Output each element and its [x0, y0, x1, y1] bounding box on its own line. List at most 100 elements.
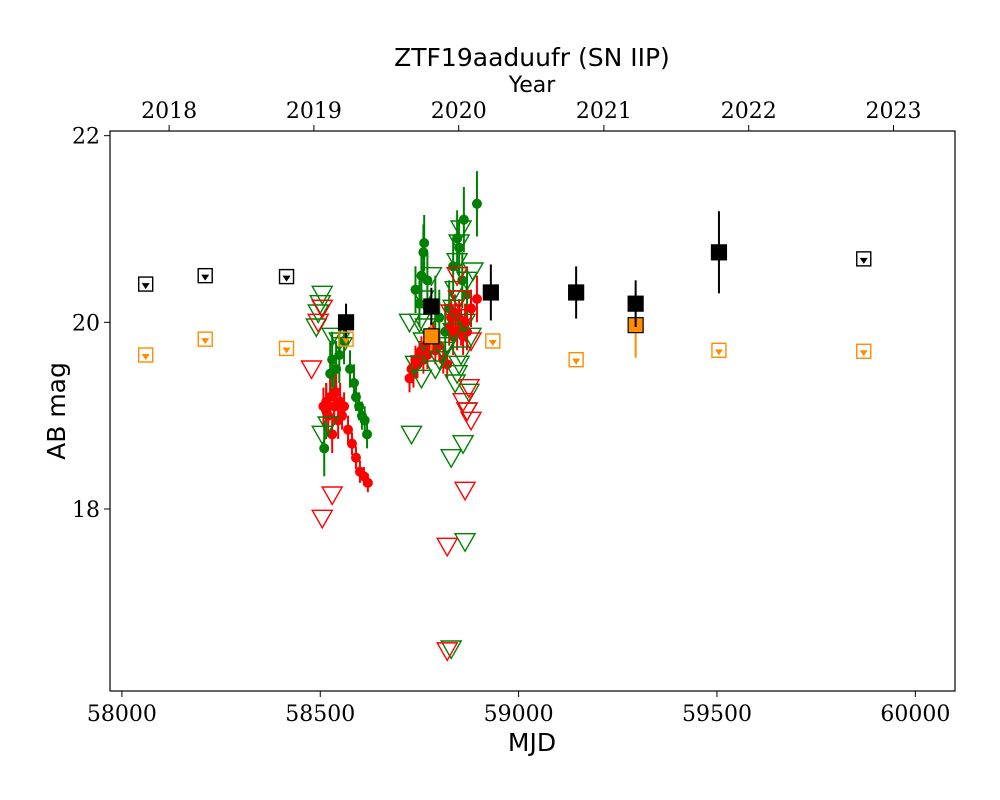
g-band-upper-limit — [449, 346, 473, 366]
top-axis-label: Year — [508, 73, 557, 98]
g-band-upper-limit — [311, 425, 334, 446]
c-band-upper-limit-arrow — [141, 283, 150, 290]
c-band-point — [337, 314, 355, 331]
o-band-upper-limit-arrow — [282, 347, 291, 354]
r-band-point — [343, 424, 354, 435]
g-band-upper-limit — [439, 640, 463, 660]
g-band-upper-limit — [451, 434, 475, 455]
g-band-upper-limit — [404, 355, 427, 376]
y-tick-label: 20 — [72, 311, 100, 336]
x-tick-label: 58500 — [285, 702, 355, 727]
o-band-upper-limit-arrow — [201, 338, 210, 345]
year-tick-label: 2019 — [286, 99, 342, 124]
r-band-upper-limit — [320, 486, 344, 506]
r-band-point — [362, 477, 373, 488]
g-band-point — [359, 415, 370, 426]
c-band-upper-limit — [278, 268, 295, 285]
y-tick-label: 22 — [72, 125, 100, 150]
g-band-upper-limit — [449, 220, 473, 240]
g-band-upper-limit — [398, 313, 421, 334]
g-band-upper-limit — [455, 271, 479, 292]
c-band-point — [710, 244, 728, 261]
o-band-upper-limit-arrow — [714, 349, 723, 356]
g-band-upper-limit — [441, 322, 465, 343]
g-band-point — [434, 312, 445, 323]
r-band-upper-limit — [459, 332, 483, 352]
c-band-upper-limit — [856, 251, 872, 267]
o-band-upper-limit — [338, 331, 354, 347]
c-band-upper-limit-arrow — [282, 275, 291, 282]
x-tick-label: 60000 — [880, 702, 950, 727]
g-band-upper-limit — [447, 355, 471, 376]
g-band-point — [334, 350, 345, 360]
r-band-point — [471, 294, 482, 304]
o-band-upper-limit-arrow — [859, 350, 868, 357]
r-band-point — [339, 401, 350, 412]
c-band-upper-limit — [197, 267, 213, 284]
r-band-upper-limit — [451, 392, 475, 413]
c-band-point — [568, 284, 585, 301]
g-band-point — [319, 443, 330, 454]
g-band-point — [410, 284, 421, 295]
g-band-upper-limit — [445, 252, 469, 273]
c-band-point — [627, 295, 644, 312]
r-band-upper-limit — [436, 537, 459, 558]
g-band-upper-limit — [311, 285, 334, 306]
g-band-upper-limit — [453, 532, 477, 553]
r-band-upper-limit — [439, 304, 463, 324]
g-band-upper-limit — [410, 369, 433, 390]
g-band-upper-limit — [459, 327, 483, 348]
g-band-upper-limit — [445, 364, 469, 385]
o-band-point — [423, 328, 440, 345]
year-tick-label: 2022 — [721, 99, 777, 124]
r-band-upper-limit — [307, 313, 330, 334]
o-band-upper-limit-arrow — [342, 338, 351, 345]
year-tick-label: 2020 — [431, 99, 487, 124]
r-band-point — [337, 410, 348, 421]
x-tick-label: 59000 — [484, 702, 554, 727]
plot-frame — [109, 130, 956, 692]
x-tick-label: 59500 — [682, 702, 752, 727]
r-band-upper-limit — [457, 378, 481, 399]
r-band-point — [466, 303, 477, 314]
chart-title: ZTF19aaduufr (SN IIP) — [394, 43, 670, 72]
o-band-upper-limit — [485, 333, 501, 349]
r-band-upper-limit — [311, 299, 334, 320]
c-band-point — [482, 284, 499, 301]
x-tick-label: 58000 — [87, 702, 157, 727]
c-band-upper-limit — [138, 276, 154, 292]
r-band-point — [331, 387, 342, 398]
y-tick-label: 18 — [72, 498, 100, 523]
year-tick-label: 2023 — [866, 99, 922, 124]
r-band-upper-limit — [311, 509, 334, 530]
g-band-point — [419, 238, 430, 248]
g-band-upper-limit — [420, 266, 443, 287]
year-tick-label: 2018 — [141, 99, 197, 124]
c-band-point — [423, 298, 440, 315]
g-band-upper-limit — [316, 416, 340, 436]
r-band-point — [346, 438, 357, 449]
o-band-upper-limit — [278, 340, 295, 357]
g-band-upper-limit — [432, 341, 455, 362]
r-band-upper-limit — [453, 308, 477, 329]
r-band-upper-limit — [436, 642, 459, 662]
x-axis-label: MJD — [508, 728, 556, 757]
y-axis-label: AB mag — [42, 362, 71, 460]
r-band-upper-limit — [300, 360, 323, 380]
o-band-upper-limit-arrow — [572, 358, 581, 365]
g-band-point — [362, 429, 373, 440]
o-band-upper-limit-arrow — [488, 340, 497, 346]
g-band-point — [454, 242, 465, 253]
o-band-upper-limit — [568, 351, 584, 368]
c-band-upper-limit-arrow — [201, 274, 210, 281]
r-band-upper-limit — [453, 481, 477, 502]
g-band-point — [327, 354, 338, 365]
g-band-upper-limit — [400, 425, 423, 446]
g-band-point — [345, 364, 356, 374]
g-band-upper-limit — [439, 448, 463, 469]
g-band-point — [348, 378, 359, 388]
g-band-point — [471, 198, 482, 209]
o-band-upper-limit — [711, 342, 727, 359]
o-band-upper-limit — [197, 331, 213, 347]
